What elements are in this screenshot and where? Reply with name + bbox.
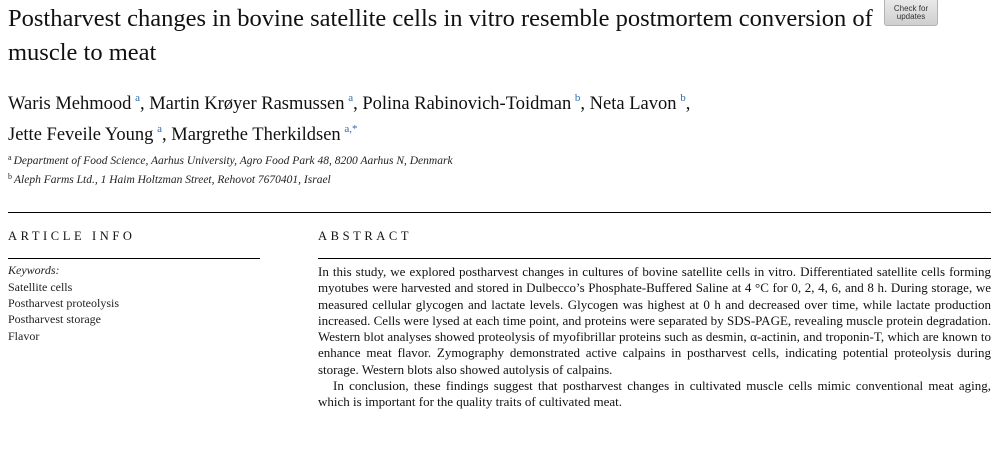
author-name[interactable]: Jette Feveile Young bbox=[8, 125, 154, 145]
keyword-item: Postharvest storage bbox=[8, 312, 101, 327]
abstract-paragraph: In this study, we explored postharvest c… bbox=[318, 264, 991, 377]
keywords-label: Keywords: bbox=[8, 263, 60, 277]
author-list: Waris Mehmood a, Martin Krøyer Rasmussen… bbox=[8, 92, 691, 145]
abstract-paragraph: In conclusion, these findings suggest th… bbox=[318, 378, 991, 410]
author-name[interactable]: Waris Mehmood bbox=[8, 94, 132, 114]
author-affiliation-mark[interactable]: a bbox=[348, 92, 354, 104]
author-affiliation-mark[interactable]: a,* bbox=[344, 123, 358, 135]
affiliation-mark: a bbox=[8, 153, 12, 162]
author-affiliation-mark[interactable]: b bbox=[680, 92, 686, 104]
abstract-divider bbox=[318, 258, 991, 259]
author-name[interactable]: Polina Rabinovich-Toidman bbox=[362, 94, 572, 114]
check-for-updates-label-2: updates bbox=[896, 12, 926, 21]
affiliation-text: Aleph Farms Ltd., 1 Haim Holtzman Street… bbox=[14, 174, 331, 186]
author-name[interactable]: Margrethe Therkildsen bbox=[171, 125, 341, 145]
article-title: Postharvest changes in bovine satellite … bbox=[8, 5, 873, 66]
author-affiliation-mark[interactable]: a bbox=[135, 92, 140, 104]
author-name[interactable]: Neta Lavon bbox=[589, 94, 677, 114]
affiliation-mark: b bbox=[8, 172, 12, 181]
author-affiliation-mark[interactable]: b bbox=[574, 92, 581, 104]
keyword-list: Satellite cells Postharvest proteolysis … bbox=[8, 279, 119, 344]
check-for-updates-button[interactable]: Check for updates bbox=[884, 0, 938, 26]
keyword-item: Flavor bbox=[8, 328, 40, 343]
abstract-body: In this study, we explored postharvest c… bbox=[318, 264, 991, 411]
affiliation-item: b Aleph Farms Ltd., 1 Haim Holtzman Stree… bbox=[8, 169, 453, 188]
author-affiliation-mark[interactable]: a bbox=[157, 123, 163, 135]
article-info-divider bbox=[8, 258, 260, 259]
abstract-heading: ABSTRACT bbox=[318, 229, 413, 243]
affiliations: a Department of Food Science, Aarhus Univ… bbox=[8, 150, 453, 188]
keyword-item: Satellite cells bbox=[8, 280, 73, 294]
author-name[interactable]: Martin Krøyer Rasmussen bbox=[149, 94, 345, 114]
keyword-item: Postharvest proteolysis bbox=[8, 296, 119, 311]
affiliation-text: Department of Food Science, Aarhus Unive… bbox=[13, 155, 453, 167]
header-divider bbox=[8, 212, 991, 213]
article-info-heading: ARTICLE INFO bbox=[8, 229, 136, 243]
check-for-updates-label: Check for bbox=[893, 4, 929, 13]
affiliation-item: a Department of Food Science, Aarhus Univ… bbox=[8, 150, 453, 169]
